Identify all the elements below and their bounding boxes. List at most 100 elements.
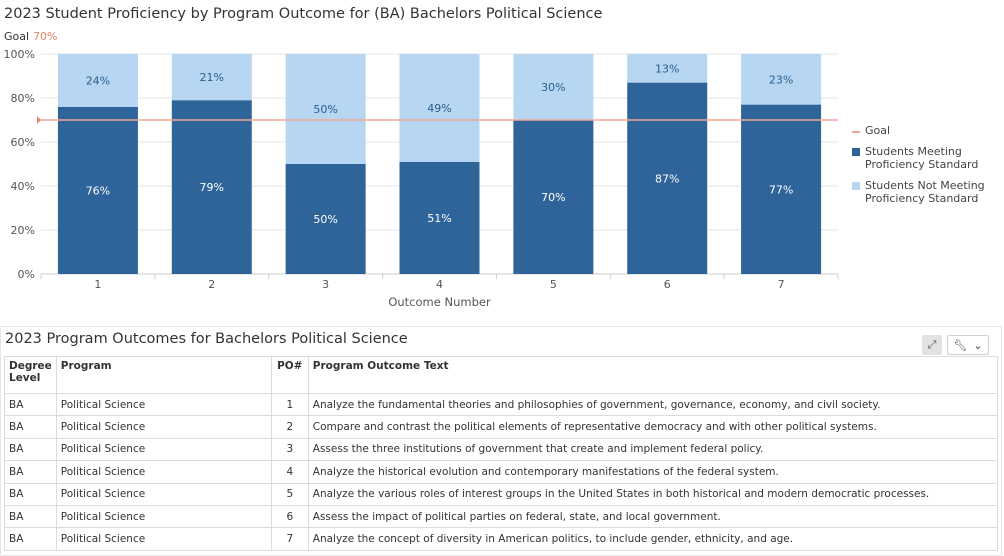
legend-goal-line xyxy=(852,131,860,133)
cell-degree-level: BA xyxy=(4,460,57,484)
table-title: 2023 Program Outcomes for Bachelors Poli… xyxy=(5,331,408,347)
x-tick-label: 3 xyxy=(322,278,329,291)
cell-outcome-text: Assess the impact of political parties o… xyxy=(307,504,999,529)
data-label-meeting: 50% xyxy=(313,213,337,226)
expand-button[interactable]: ⤢ xyxy=(922,335,942,355)
legend-not-meeting-label: Students Not Meeting Proficiency Standar… xyxy=(865,179,985,205)
x-axis-label: Outcome Number xyxy=(388,295,491,309)
data-label-meeting: 70% xyxy=(541,191,565,204)
cell-program: Political Science xyxy=(55,527,272,551)
data-label-meeting: 76% xyxy=(86,184,110,197)
x-tick-label: 7 xyxy=(778,278,785,291)
bar-not-meeting xyxy=(285,54,366,164)
bar-not-meeting xyxy=(513,54,594,120)
outcomes-table-panel: 2023 Program Outcomes for Bachelors Poli… xyxy=(0,326,1002,556)
cell-po-number: 7 xyxy=(270,527,309,551)
x-tick-label: 2 xyxy=(208,278,215,291)
bar-not-meeting xyxy=(399,54,480,162)
bar-not-meeting xyxy=(57,54,138,107)
table-row[interactable]: BA Political Science 4 Analyze the historic… xyxy=(4,460,999,484)
bar-meeting xyxy=(627,82,708,274)
cell-program: Political Science xyxy=(55,392,272,417)
bar-not-meeting xyxy=(627,54,708,83)
table-row[interactable]: BA Political Science 7 Analyze the concept … xyxy=(4,527,999,551)
bar-not-meeting xyxy=(171,54,252,101)
data-label-not-meeting: 24% xyxy=(86,74,110,87)
cell-po-number: 2 xyxy=(270,415,309,439)
cell-po-number: 5 xyxy=(270,482,309,506)
column-header-outcome-text[interactable]: Program Outcome Text xyxy=(307,356,999,394)
legend-item-meeting[interactable]: Students Meeting Proficiency Standard xyxy=(852,145,985,171)
table-header-row: Degree Level Program PO# Program Outcome… xyxy=(4,356,999,394)
chart-legend: Goal Students Meeting Proficiency Standa… xyxy=(852,124,985,213)
goal-caption: Goal 70% xyxy=(4,30,58,43)
legend-item-not-meeting[interactable]: Students Not Meeting Proficiency Standar… xyxy=(852,179,985,205)
data-label-not-meeting: 50% xyxy=(313,103,337,116)
y-tick-label: 60% xyxy=(11,136,35,149)
data-label-not-meeting: 30% xyxy=(541,81,565,94)
column-header-degree-level[interactable]: Degree Level xyxy=(4,356,57,394)
data-label-meeting: 87% xyxy=(655,172,679,185)
data-label-not-meeting: 21% xyxy=(200,71,224,84)
bar-meeting xyxy=(399,161,480,274)
bar-meeting xyxy=(513,120,594,274)
legend-meeting-swatch xyxy=(852,148,860,156)
data-label-meeting: 79% xyxy=(200,181,224,194)
y-tick-label: 40% xyxy=(11,180,35,193)
bar-meeting xyxy=(741,104,822,274)
table-row[interactable]: BA Political Science 5 Analyze the various … xyxy=(4,482,999,506)
data-label-meeting: 51% xyxy=(427,212,451,225)
cell-program: Political Science xyxy=(55,437,272,462)
tools-menu-button[interactable]: 🔧︎ ⌄ xyxy=(947,335,989,355)
table-body: BA Political Science 1 Analyze the fundamen… xyxy=(4,392,999,551)
legend-meeting-label: Students Meeting Proficiency Standard xyxy=(865,145,979,171)
column-header-program[interactable]: Program xyxy=(55,356,272,394)
data-label-not-meeting: 13% xyxy=(655,62,679,75)
table-row[interactable]: BA Political Science 2 Compare and contrast… xyxy=(4,415,999,439)
cell-po-number: 3 xyxy=(270,437,309,462)
x-tick-label: 5 xyxy=(550,278,557,291)
cell-degree-level: BA xyxy=(4,415,57,439)
cell-degree-level: BA xyxy=(4,527,57,551)
table-row[interactable]: BA Political Science 3 Assess the three ins… xyxy=(4,437,999,462)
y-tick-label: 20% xyxy=(11,224,35,237)
goal-caption-label: Goal xyxy=(4,30,30,43)
data-label-not-meeting: 23% xyxy=(769,73,793,86)
cell-po-number: 1 xyxy=(270,392,309,417)
cell-outcome-text: Compare and contrast the political eleme… xyxy=(307,415,999,439)
goal-caption-value: 70% xyxy=(33,30,58,43)
y-tick-label: 80% xyxy=(11,92,35,105)
proficiency-chart: 0% 20% 40% 60% 80% 100% 76% 24% 1 79% 21% 2 50% 50% 3 5… xyxy=(4,48,839,309)
cell-degree-level: BA xyxy=(4,482,57,506)
cell-po-number: 4 xyxy=(270,460,309,484)
cell-outcome-text: Analyze the fundamental theories and phi… xyxy=(307,392,999,417)
cell-program: Political Science xyxy=(55,460,272,484)
cell-degree-level: BA xyxy=(4,392,57,417)
cell-outcome-text: Analyze the historical evolution and con… xyxy=(307,460,999,484)
cell-program: Political Science xyxy=(55,415,272,439)
y-tick-label: 0% xyxy=(18,268,35,281)
chart-title: 2023 Student Proficiency by Program Outc… xyxy=(4,6,603,22)
legend-item-goal[interactable]: Goal xyxy=(852,124,985,137)
cell-degree-level: BA xyxy=(4,437,57,462)
cell-outcome-text: Analyze the various roles of interest gr… xyxy=(307,482,999,506)
cell-degree-level: BA xyxy=(4,504,57,529)
bar-not-meeting xyxy=(741,54,822,105)
cell-outcome-text: Assess the three institutions of governm… xyxy=(307,437,999,462)
table-row[interactable]: BA Political Science 1 Analyze the fundamen… xyxy=(4,392,999,417)
x-tick-label: 1 xyxy=(94,278,101,291)
column-header-po-number[interactable]: PO# xyxy=(270,356,309,394)
legend-not-meeting-swatch xyxy=(852,182,860,190)
y-tick-label: 100% xyxy=(4,48,35,61)
bar-meeting xyxy=(57,106,138,274)
x-tick-label: 4 xyxy=(436,278,443,291)
cell-outcome-text: Analyze the concept of diversity in Amer… xyxy=(307,527,999,551)
cell-po-number: 6 xyxy=(270,504,309,529)
data-label-meeting: 77% xyxy=(769,183,793,196)
chevron-down-icon: ⌄ xyxy=(973,338,983,352)
expand-icon: ⤢ xyxy=(927,338,937,351)
table-row[interactable]: BA Political Science 6 Assess the impact of… xyxy=(4,504,999,529)
bar-meeting xyxy=(285,164,366,274)
wrench-icon: 🔧︎ xyxy=(953,338,968,352)
bar-meeting xyxy=(171,100,252,274)
